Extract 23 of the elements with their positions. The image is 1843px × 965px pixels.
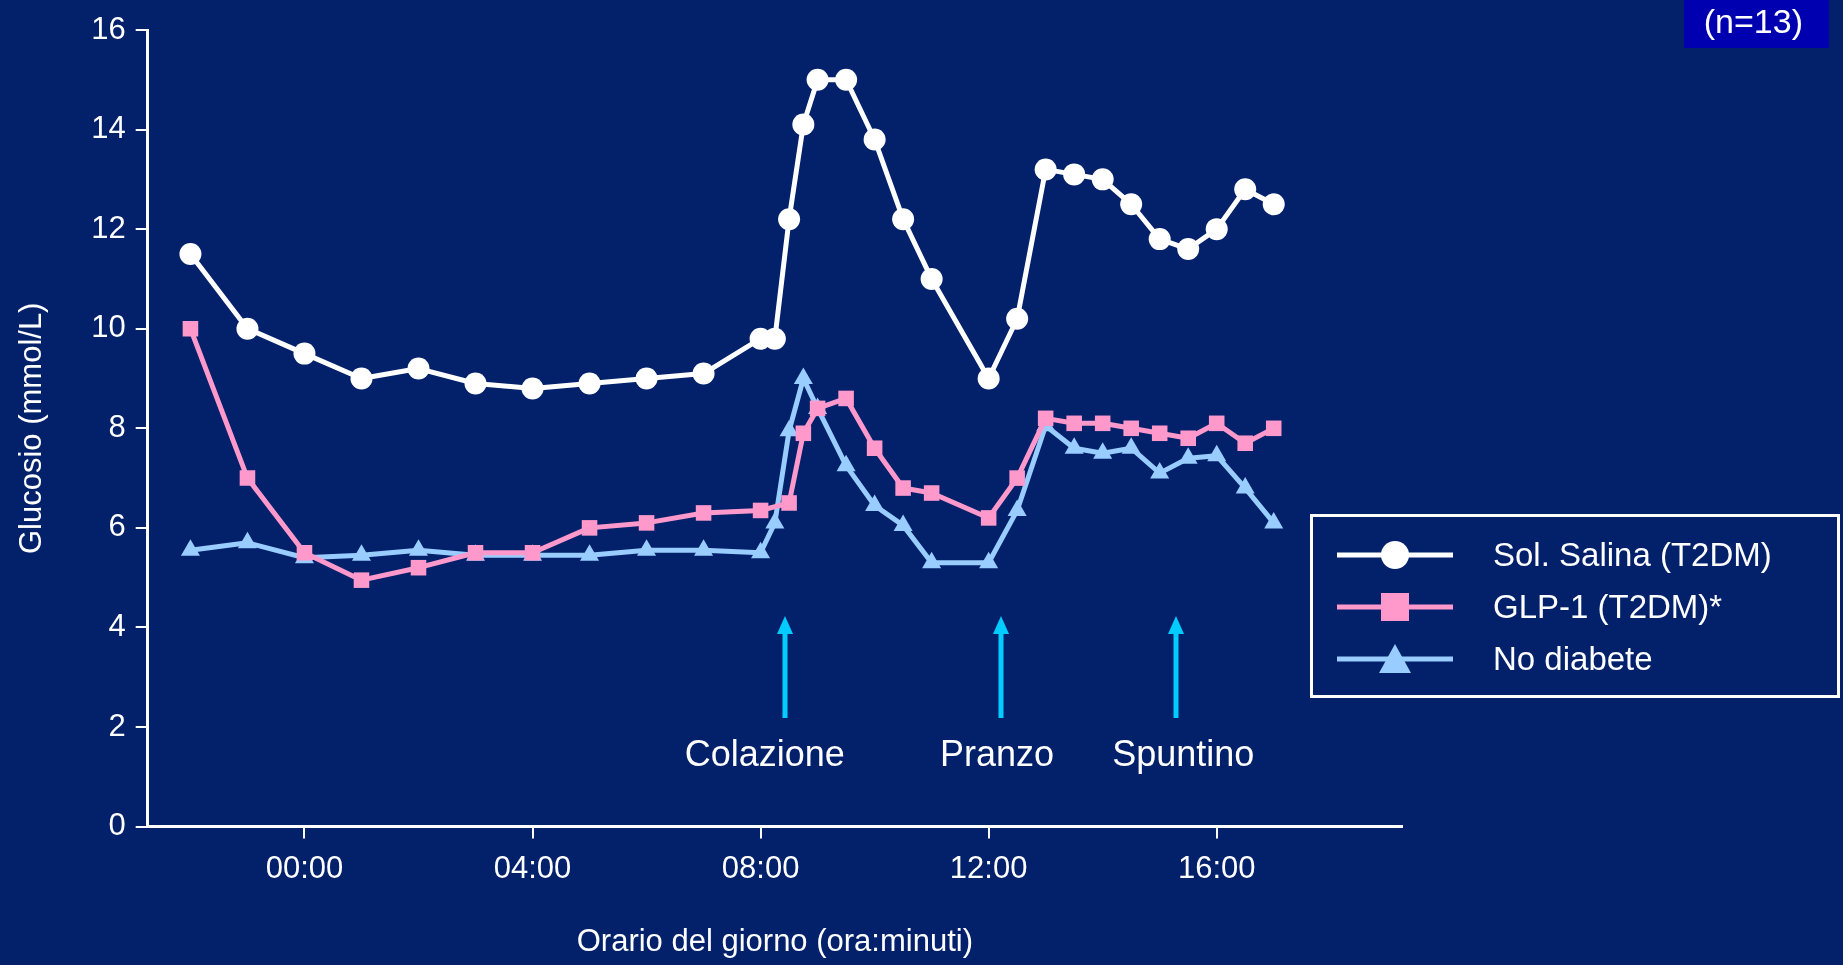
y-tick-label: 0 (108, 807, 126, 843)
legend-label: No diabete (1493, 639, 1653, 678)
x-axis-title: Orario del giorno (ora:minuti) (576, 922, 973, 958)
legend-label: GLP-1 (T2DM)* (1493, 587, 1723, 626)
y-tick-label: 14 (91, 110, 126, 146)
legend-label: Sol. Salina (T2DM) (1493, 535, 1772, 574)
annotation: Pranzo (940, 733, 1055, 775)
x-tick-label: 04:00 (493, 849, 572, 885)
x-tick-label: 12:00 (949, 849, 1028, 885)
y-tick-label: 6 (108, 508, 126, 544)
text: (n=13) (1683, 0, 1829, 48)
y-tick-label: 12 (91, 209, 126, 245)
y-tick-label: 10 (91, 309, 126, 345)
x-tick-label: 08:00 (721, 849, 800, 885)
y-tick-label: 16 (91, 10, 126, 46)
annotation: Colazione (684, 733, 845, 775)
annotation: Spuntino (1112, 733, 1255, 775)
y-tick-label: 4 (108, 608, 126, 643)
y-tick-label: 8 (108, 408, 126, 444)
y-tick-label: 2 (108, 707, 126, 743)
y-axis-title: Glucosio (mmol/L) (13, 302, 49, 555)
x-tick-label: 00:00 (265, 849, 344, 885)
x-tick-label: 16:00 (1177, 849, 1256, 885)
